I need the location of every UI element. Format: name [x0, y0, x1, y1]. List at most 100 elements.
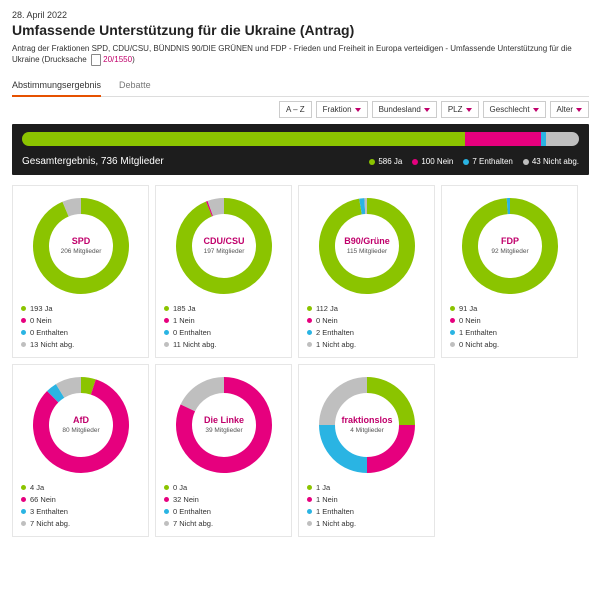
svg-text:206 Mitglieder: 206 Mitglieder: [60, 248, 102, 255]
dot-nein-icon: [412, 159, 418, 165]
dot-enth-icon: [21, 330, 26, 335]
filter-plz[interactable]: PLZ: [441, 101, 479, 118]
faction-card[interactable]: FDP 92 Mitglieder 91 Ja 0 Nein 1 Enthalt…: [441, 185, 578, 358]
dot-abw-icon: [164, 342, 169, 347]
overall-bar: [22, 132, 579, 146]
svg-text:115 Mitglieder: 115 Mitglieder: [346, 248, 387, 255]
row-abw: 1 Nicht abg.: [307, 519, 426, 528]
dot-abw-icon: [21, 342, 26, 347]
donut-chart: B90/Grüne 115 Mitglieder: [317, 196, 417, 296]
legend-enth-label: 7 Enthalten: [472, 157, 512, 166]
dot-nein-icon: [450, 318, 455, 323]
svg-text:fraktionslos: fraktionslos: [341, 415, 392, 425]
dot-ja-icon: [307, 306, 312, 311]
chevron-down-icon: [576, 108, 582, 112]
donut-chart: SPD 206 Mitglieder: [31, 196, 131, 296]
row-ja: 193 Ja: [21, 304, 140, 313]
row-ja: 4 Ja: [21, 483, 140, 492]
filter-bar: A – Z Fraktion Bundesland PLZ Geschlecht Alte…: [12, 101, 589, 118]
faction-legend: 91 Ja 0 Nein 1 Enthalten 0 Nicht abg.: [450, 304, 569, 349]
dot-ja-icon: [21, 306, 26, 311]
page-title: Umfassende Unterstützung für die Ukraine…: [12, 22, 589, 38]
row-enth: 1 Enthalten: [307, 507, 426, 516]
dot-ja-icon: [307, 485, 312, 490]
faction-legend: 185 Ja 1 Nein 0 Enthalten 11 Nicht abg.: [164, 304, 283, 349]
dot-nein-icon: [164, 318, 169, 323]
row-abw: 13 Nicht abg.: [21, 340, 140, 349]
donut-chart: Die Linke 39 Mitglieder: [174, 375, 274, 475]
row-ja: 91 Ja: [450, 304, 569, 313]
page: 28. April 2022 Umfassende Unterstützung …: [0, 0, 601, 547]
faction-legend: 193 Ja 0 Nein 0 Enthalten 13 Nicht abg.: [21, 304, 140, 349]
overall-legend: 586 Ja 100 Nein 7 Enthalten 43 Nicht abg…: [369, 157, 579, 166]
dot-enth-icon: [21, 509, 26, 514]
dot-nein-icon: [21, 318, 26, 323]
dot-enth-icon: [463, 159, 469, 165]
legend-enth: 7 Enthalten: [463, 157, 512, 166]
legend-nein: 100 Nein: [412, 157, 453, 166]
row-ja: 185 Ja: [164, 304, 283, 313]
svg-text:SPD: SPD: [71, 236, 90, 246]
row-nein: 0 Nein: [450, 316, 569, 325]
faction-card[interactable]: fraktionslos 4 Mitglieder 1 Ja 1 Nein 1 …: [298, 364, 435, 537]
overall-panel: Gesamtergebnis, 736 Mitglieder 586 Ja 10…: [12, 124, 589, 175]
faction-card[interactable]: Die Linke 39 Mitglieder 0 Ja 32 Nein 0 E…: [155, 364, 292, 537]
filter-alter[interactable]: Alter: [550, 101, 589, 118]
dot-ja-icon: [21, 485, 26, 490]
dot-nein-icon: [307, 318, 312, 323]
svg-text:4 Mitglieder: 4 Mitglieder: [350, 427, 384, 434]
dot-nein-icon: [164, 497, 169, 502]
faction-grid: SPD 206 Mitglieder 193 Ja 0 Nein 0 Entha…: [12, 185, 589, 537]
donut-wrap: AfD 80 Mitglieder: [21, 371, 140, 477]
faction-card[interactable]: CDU/CSU 197 Mitglieder 185 Ja 1 Nein 0 E…: [155, 185, 292, 358]
faction-card[interactable]: AfD 80 Mitglieder 4 Ja 66 Nein 3 Enthalt…: [12, 364, 149, 537]
svg-text:B90/Grüne: B90/Grüne: [344, 236, 390, 246]
donut-wrap: SPD 206 Mitglieder: [21, 192, 140, 298]
donut-wrap: B90/Grüne 115 Mitglieder: [307, 192, 426, 298]
faction-card[interactable]: SPD 206 Mitglieder 193 Ja 0 Nein 0 Entha…: [12, 185, 149, 358]
row-ja: 0 Ja: [164, 483, 283, 492]
filter-bundesland[interactable]: Bundesland: [372, 101, 437, 118]
tabs: Abstimmungsergebnis Debatte: [12, 76, 589, 97]
svg-text:39 Mitglieder: 39 Mitglieder: [205, 427, 243, 434]
faction-card[interactable]: B90/Grüne 115 Mitglieder 112 Ja 0 Nein 2…: [298, 185, 435, 358]
filter-label: A – Z: [286, 105, 305, 114]
row-nein: 1 Nein: [164, 316, 283, 325]
donut-chart: AfD 80 Mitglieder: [31, 375, 131, 475]
donut-wrap: FDP 92 Mitglieder: [450, 192, 569, 298]
svg-text:92 Mitglieder: 92 Mitglieder: [491, 248, 529, 255]
donut-chart: FDP 92 Mitglieder: [460, 196, 560, 296]
donut-chart: fraktionslos 4 Mitglieder: [317, 375, 417, 475]
donut-wrap: Die Linke 39 Mitglieder: [164, 371, 283, 477]
chevron-down-icon: [424, 108, 430, 112]
chevron-down-icon: [355, 108, 361, 112]
drucksache-link[interactable]: 20/1550: [103, 56, 132, 65]
filter-label: Bundesland: [379, 105, 421, 114]
filter-az[interactable]: A – Z: [279, 101, 312, 118]
row-enth: 2 Enthalten: [307, 328, 426, 337]
row-nein: 1 Nein: [307, 495, 426, 504]
dot-abw-icon: [164, 521, 169, 526]
dot-enth-icon: [307, 509, 312, 514]
filter-label: PLZ: [448, 105, 463, 114]
filter-geschlecht[interactable]: Geschlecht: [483, 101, 546, 118]
faction-legend: 1 Ja 1 Nein 1 Enthalten 1 Nicht abg.: [307, 483, 426, 528]
tab-debate[interactable]: Debatte: [119, 76, 151, 96]
dot-ja-icon: [164, 485, 169, 490]
svg-text:AfD: AfD: [73, 415, 89, 425]
bar-seg-abw: [546, 132, 579, 146]
filter-label: Alter: [557, 105, 573, 114]
svg-text:Die Linke: Die Linke: [203, 415, 243, 425]
tab-result[interactable]: Abstimmungsergebnis: [12, 76, 101, 97]
page-subtitle: Antrag der Fraktionen SPD, CDU/CSU, BÜND…: [12, 44, 589, 66]
dot-ja-icon: [450, 306, 455, 311]
filter-label: Fraktion: [323, 105, 352, 114]
filter-fraktion[interactable]: Fraktion: [316, 101, 368, 118]
svg-text:197 Mitglieder: 197 Mitglieder: [203, 248, 245, 255]
filter-label: Geschlecht: [490, 105, 530, 114]
legend-ja-label: 586 Ja: [378, 157, 402, 166]
dot-enth-icon: [164, 509, 169, 514]
dot-ja-icon: [164, 306, 169, 311]
dot-abw-icon: [450, 342, 455, 347]
row-abw: 7 Nicht abg.: [21, 519, 140, 528]
